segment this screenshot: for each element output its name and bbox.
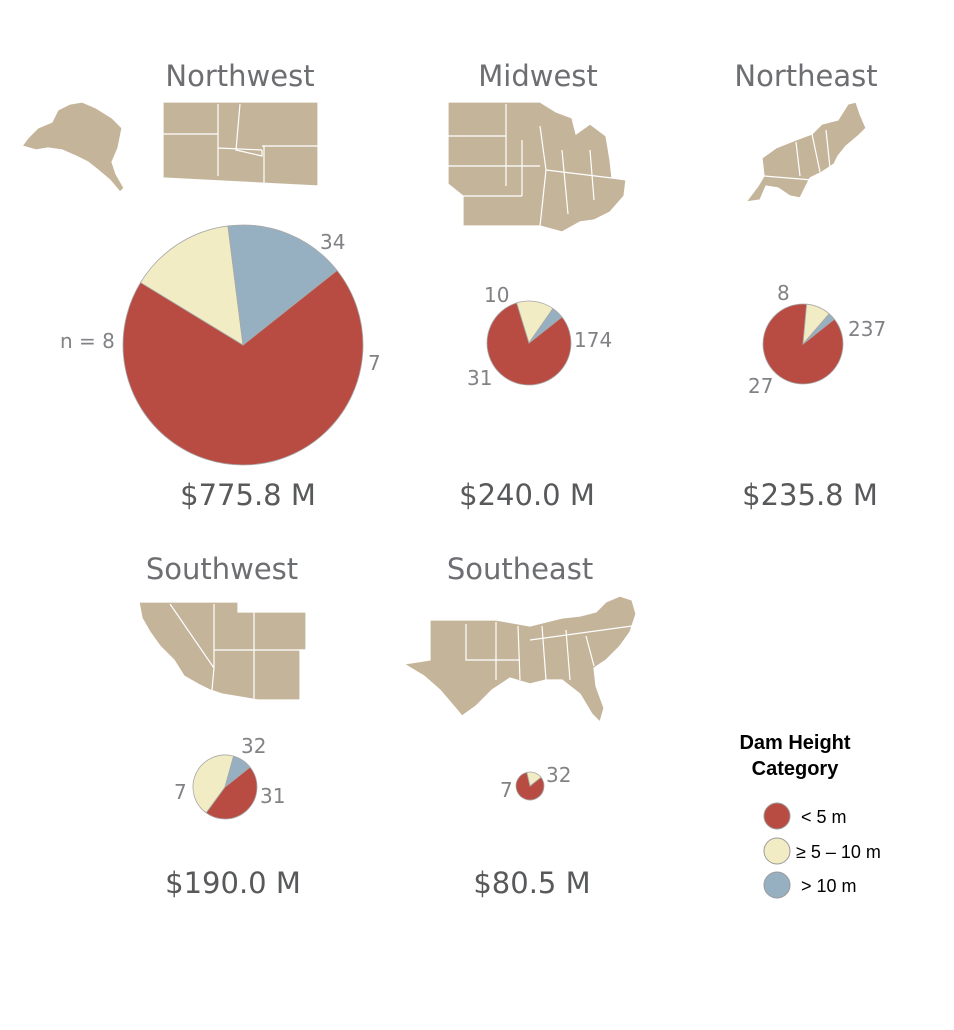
cost-northwest: $775.8 M [180,478,316,512]
pie-slice-southwest-5to10 [192,754,235,814]
slice-label-northeast-lt5: 237 [848,317,886,341]
pie-southeast [515,771,545,801]
pie-northeast [762,303,844,385]
map-southeast-states [402,595,637,724]
cost-southwest: $190.0 M [165,866,301,900]
legend-label-5to10: ≥ 5 – 10 m [796,842,881,862]
title-midwest: Midwest [478,59,598,93]
pie-northwest [122,224,364,466]
map-northeast [744,101,867,203]
title-southeast: Southeast [447,552,593,586]
pie-slice-northwest-5to10 [139,225,244,346]
map-alaska [20,101,125,193]
legend-swatch-5to10 [763,837,791,865]
map-northwest [20,101,319,193]
title-northwest: Northwest [165,59,314,93]
map-southwest-states [138,601,307,701]
slice-label-midwest-lt5: 174 [574,328,612,352]
slice-label-northeast-gt10: 8 [777,281,790,305]
slice-label-northwest-5to10: 7 [368,351,381,375]
slice-label-northwest-lt5: 34 [320,230,345,254]
cost-southeast: $80.5 M [473,866,590,900]
title-northeast: Northeast [734,59,877,93]
panel-midwest: Midwest 174 31 10 $240.0 M [447,59,627,512]
pie-slice-southwest-lt5 [205,766,258,820]
legend-label-gt10: > 10 m [801,876,857,896]
pie-slice-southwest-gt10 [224,755,251,789]
slice-label-midwest-gt10: 10 [484,283,509,307]
legend-title-line1: Dam Height [739,732,850,754]
pie-slice-northwest-gt10 [227,224,338,346]
panel-southeast: Southeast 32 7 $80.5 M [402,552,637,900]
slice-label-northeast-5to10: 27 [748,374,773,398]
pie-slice-northeast-gt10 [802,313,835,345]
legend: Dam Height Category < 5 m ≥ 5 – 10 m > 1… [739,732,881,899]
slice-label-southeast-5to10: 7 [500,778,513,802]
map-southeast [402,595,637,724]
slice-label-southeast-lt5: 32 [546,763,571,787]
cost-northeast: $235.8 M [742,478,878,512]
pie-slice-northwest-lt5 [122,269,364,466]
slice-label-southwest-lt5: 32 [241,734,266,758]
panel-southwest: Southwest 32 31 7 $190.0 M [138,552,307,900]
pie-southwest [192,754,258,820]
panel-northwest: Northwest 34 7 n = 8 $775.8 M [20,59,381,512]
legend-label-lt5: < 5 m [801,807,847,827]
slice-label-midwest-5to10: 31 [467,366,492,390]
title-southwest: Southwest [146,552,298,586]
map-northeast-states [744,101,867,203]
panel-northeast: Northeast 237 27 8 $235.8 M [734,59,886,512]
cost-midwest: $240.0 M [459,478,595,512]
pie-slice-midwest-lt5 [486,302,572,386]
map-southwest [138,601,307,701]
map-midwest [447,101,627,233]
slice-label-southwest-gt10: 7 [174,780,187,804]
legend-swatch-lt5 [763,802,791,830]
slice-label-southwest-5to10: 31 [260,784,285,808]
slice-label-northwest-gt10: n = 8 [60,329,115,353]
map-midwest-states [447,101,627,233]
pie-slice-midwest-gt10 [528,307,563,344]
map-nw-states [162,101,319,187]
pie-slice-southeast-5to10 [526,771,542,787]
legend-swatch-gt10 [763,871,791,899]
pie-midwest [486,300,572,386]
legend-title-line2: Category [752,758,840,780]
